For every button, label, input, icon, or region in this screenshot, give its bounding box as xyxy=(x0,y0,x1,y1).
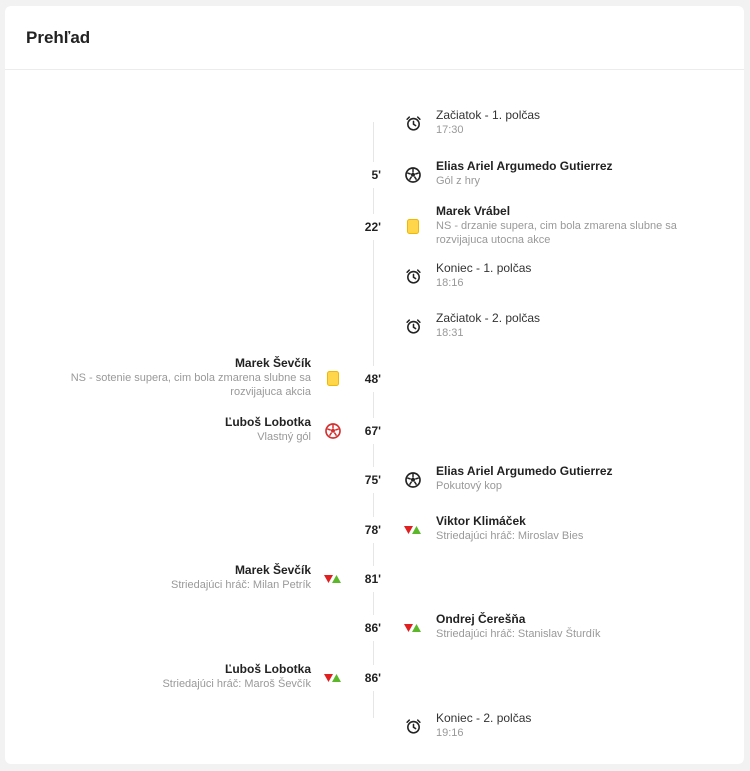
event-title: Začiatok - 1. polčas xyxy=(436,108,541,122)
ball-icon xyxy=(404,471,422,489)
substitution-icon xyxy=(404,521,422,539)
event-text: Marek Ševčík NS - sotenie supera, cim bo… xyxy=(21,356,311,400)
event-minute: 48' xyxy=(351,365,381,392)
timeline-event: Koniec - 1. polčas 18:16 xyxy=(5,261,744,292)
event-text: Začiatok - 1. polčas 17:30 xyxy=(436,108,721,137)
timeline-event: 5' Elias Ariel Argumedo Gutierrez Gól z … xyxy=(5,159,744,190)
timeline-event: Začiatok - 2. polčas 18:31 xyxy=(5,311,744,342)
clock-icon xyxy=(404,115,422,133)
event-title: Marek Ševčík xyxy=(234,563,311,577)
event-minute: 22' xyxy=(351,213,381,240)
timeline-event: 22' Marek Vrábel NS - drzanie supera, ci… xyxy=(5,204,744,250)
event-text: Ondrej Čerešňa Striedajúci hráč: Stanisl… xyxy=(436,612,721,641)
yellow-card-icon xyxy=(324,370,342,388)
event-title: Ondrej Čerešňa xyxy=(436,612,526,626)
own-goal-icon xyxy=(324,422,342,440)
event-detail: Vlastný gól xyxy=(257,430,311,443)
event-detail: 18:16 xyxy=(436,276,464,289)
event-detail: Striedajúci hráč: Miroslav Bies xyxy=(436,529,584,542)
event-title: Marek Vrábel xyxy=(436,204,511,218)
event-detail: Striedajúci hráč: Maroš Ševčík xyxy=(162,677,311,690)
event-text: Elias Ariel Argumedo Gutierrez Gól z hry xyxy=(436,159,721,188)
event-text: Marek Vrábel NS - drzanie supera, cim bo… xyxy=(436,204,721,248)
timeline-event: 67' Ľuboš Lobotka Vlastný gól xyxy=(5,415,744,446)
event-detail: 18:31 xyxy=(436,326,464,339)
event-title: Začiatok - 2. polčas xyxy=(436,311,541,325)
event-text: Koniec - 2. polčas 19:16 xyxy=(436,711,721,740)
event-detail: Pokutový kop xyxy=(436,479,503,492)
event-title: Koniec - 1. polčas xyxy=(436,261,532,275)
event-detail: NS - drzanie supera, cim bola zmarena sl… xyxy=(436,219,677,247)
event-minute: 86' xyxy=(351,664,381,691)
event-minute: 78' xyxy=(351,516,381,543)
event-minute: 81' xyxy=(351,565,381,592)
event-text: Začiatok - 2. polčas 18:31 xyxy=(436,311,721,340)
event-title: Ľuboš Lobotka xyxy=(225,415,311,429)
substitution-icon xyxy=(324,669,342,687)
event-text: Koniec - 1. polčas 18:16 xyxy=(436,261,721,290)
event-detail: 19:16 xyxy=(436,726,464,739)
event-detail: Gól z hry xyxy=(436,174,481,187)
substitution-icon xyxy=(404,619,422,637)
timeline-event: 86' Ľuboš Lobotka Striedajúci hráč: Maro… xyxy=(5,662,744,693)
event-text: Ľuboš Lobotka Striedajúci hráč: Maroš Še… xyxy=(21,662,311,691)
event-detail: NS - sotenie supera, cim bola zmarena sl… xyxy=(70,371,311,399)
timeline-event: 48' Marek Ševčík NS - sotenie supera, ci… xyxy=(5,356,744,402)
event-detail: Striedajúci hráč: Stanislav Šturdík xyxy=(436,627,601,640)
timeline-event: 78' Viktor Klimáček Striedajúci hráč: Mi… xyxy=(5,514,744,545)
timeline-event: 86' Ondrej Čerešňa Striedajúci hráč: Sta… xyxy=(5,612,744,643)
event-title: Elias Ariel Argumedo Gutierrez xyxy=(436,464,613,478)
event-title: Koniec - 2. polčas xyxy=(436,711,532,725)
substitution-icon xyxy=(324,570,342,588)
event-text: Elias Ariel Argumedo Gutierrez Pokutový … xyxy=(436,464,721,493)
event-minute: 75' xyxy=(351,466,381,493)
timeline-event: 81' Marek Ševčík Striedajúci hráč: Milan… xyxy=(5,563,744,594)
clock-icon xyxy=(404,318,422,336)
clock-icon xyxy=(404,718,422,736)
event-detail: 17:30 xyxy=(436,123,464,136)
yellow-card-icon xyxy=(404,218,422,236)
event-title: Viktor Klimáček xyxy=(436,514,526,528)
ball-icon xyxy=(404,166,422,184)
clock-icon xyxy=(404,268,422,286)
event-text: Viktor Klimáček Striedajúci hráč: Mirosl… xyxy=(436,514,721,543)
event-title: Ľuboš Lobotka xyxy=(225,662,311,676)
event-title: Elias Ariel Argumedo Gutierrez xyxy=(436,159,613,173)
event-title: Marek Ševčík xyxy=(234,356,311,370)
event-text: Marek Ševčík Striedajúci hráč: Milan Pet… xyxy=(21,563,311,592)
event-minute: 5' xyxy=(351,161,381,188)
timeline-event: Koniec - 2. polčas 19:16 xyxy=(5,711,744,742)
page-title: Prehľad xyxy=(26,28,91,47)
event-text: Ľuboš Lobotka Vlastný gól xyxy=(21,415,311,444)
event-minute: 67' xyxy=(351,417,381,444)
timeline-event: 75' Elias Ariel Argumedo Gutierrez Pokut… xyxy=(5,464,744,495)
timeline-event: Začiatok - 1. polčas 17:30 xyxy=(5,108,744,139)
event-minute: 86' xyxy=(351,614,381,641)
overview-card: Prehľad Začiatok - 1. polčas 17:30 5' Eli… xyxy=(5,6,744,764)
card-header: Prehľad xyxy=(5,6,744,70)
event-detail: Striedajúci hráč: Milan Petrík xyxy=(171,578,311,591)
